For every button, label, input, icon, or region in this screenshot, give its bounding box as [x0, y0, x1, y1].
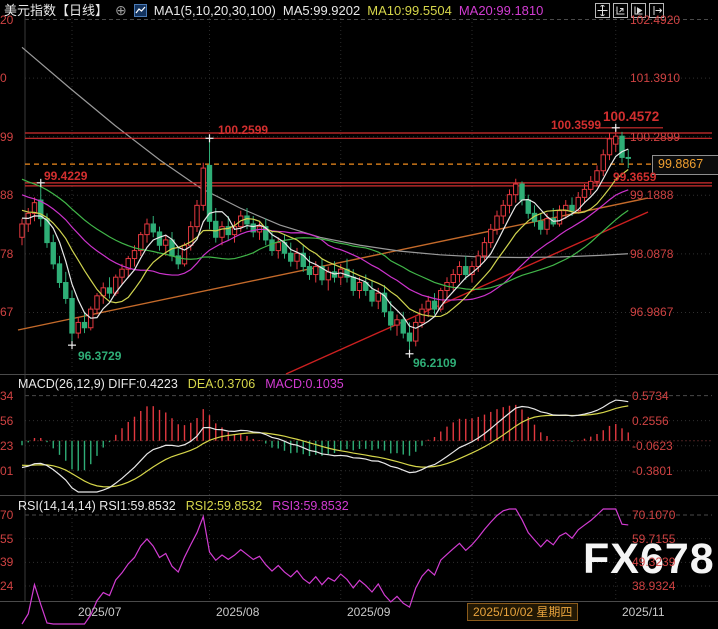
- ma10-value: MA10:99.5504: [367, 2, 452, 18]
- date-axis-label: 2025/07: [78, 605, 122, 619]
- exit-right-icon[interactable]: [649, 3, 664, 18]
- main-axis-tick-fragment: 78: [0, 246, 14, 261]
- price-annotation: 96.3729: [78, 349, 122, 363]
- level-lines: [25, 127, 712, 187]
- main-axis-tick-fragment: 0: [0, 71, 7, 86]
- main-axis-tick-fragment: 88: [0, 188, 14, 203]
- rsi-axis-tick: 38.9324: [632, 579, 676, 594]
- macd-axis-tick: 0.2556: [632, 413, 669, 428]
- macd-axis-tick-fragment: 01: [0, 463, 14, 478]
- rsi-axis-tick: 59.7155: [632, 531, 676, 546]
- macd-value: MACD:0.1035: [265, 377, 344, 391]
- main-axis-tick: 100.2899: [630, 129, 681, 144]
- macd-axis-tick: 0.5734: [632, 388, 669, 403]
- main-axis-tick-fragment: 20: [0, 12, 14, 27]
- main-axis-tick: 99.1888: [630, 188, 674, 203]
- macd-axis-tick-fragment: 34: [0, 388, 14, 403]
- rsi-axis-tick: 49.3239: [632, 555, 676, 570]
- chart-toolbar: [595, 3, 664, 18]
- rsi3-value: RSI3:59.8532: [272, 499, 349, 513]
- ma20-line: [21, 189, 629, 301]
- rsi-line: [21, 508, 629, 625]
- macd-axis-tick: -0.0623: [632, 438, 673, 453]
- chart-header: 美元指数【日线】 ⊕ MA1(5,10,20,30,100) MA5:99.92…: [4, 3, 543, 17]
- macd-header: MACD(26,12,9) DIFF:0.4223 DEA:0.3706 MAC…: [18, 378, 344, 391]
- axis-zoom-icon[interactable]: [613, 3, 628, 18]
- main-axis-tick: 98.0878: [630, 246, 674, 261]
- rsi-axis-tick-fragment: 70: [0, 508, 14, 522]
- candles-layer: [19, 127, 631, 354]
- price-annotation: 96.2109: [413, 356, 457, 370]
- main-axis-tick: 102.4920: [630, 12, 681, 27]
- date-axis-label: 2025/11: [622, 605, 665, 619]
- ma5-value: MA5:99.9202: [282, 2, 361, 18]
- pan-icon[interactable]: [595, 3, 610, 18]
- rsi-layer: [21, 508, 629, 625]
- axis-play-icon[interactable]: [631, 3, 646, 18]
- price-annotation: 99.3659: [613, 170, 657, 184]
- price-annotation: 99.4229: [44, 169, 88, 183]
- overlay-add-icon[interactable]: ⊕: [115, 2, 127, 18]
- rsi-header: RSI(14,14,14) RSI1:59.8532 RSI2:59.8532 …: [18, 500, 349, 513]
- macd-axis-tick-fragment: 23: [0, 438, 14, 453]
- main-axis-tick-fragment: 67: [0, 305, 14, 320]
- dea-line: [21, 405, 629, 488]
- ma30-line: [21, 178, 629, 291]
- rsi1-value: RSI(14,14,14) RSI1:59.8532: [18, 499, 176, 513]
- line-chart-icon[interactable]: [133, 3, 147, 17]
- macd-axis-tick-fragment: 56: [0, 413, 14, 428]
- fx678-watermark: FX678: [583, 535, 715, 583]
- macd-diff-value: MACD(26,12,9) DIFF:0.4223: [18, 377, 178, 391]
- main-axis-tick: 96.9867: [630, 305, 674, 320]
- main-axis-tick: 101.3910: [630, 71, 681, 86]
- main-axis-tick-fragment: 99: [0, 129, 14, 144]
- date-axis-label: 2025/09: [347, 605, 391, 619]
- instrument-title: 美元指数【日线】: [4, 2, 109, 18]
- ma100-line: [21, 46, 629, 259]
- rsi-axis-tick-fragment: 39: [0, 555, 14, 570]
- ma20-value: MA20:99.1810: [458, 2, 544, 18]
- rsi-axis-tick-fragment: 24: [0, 579, 14, 594]
- swing-markers: [36, 123, 620, 358]
- price-annotation: 100.4572: [603, 109, 660, 124]
- ma5-line: [21, 148, 629, 329]
- diff-line: [21, 399, 629, 493]
- macd-dea-value: DEA:0.3706: [187, 377, 256, 391]
- date-axis-label: 2025/08: [216, 605, 260, 619]
- ma10-line: [21, 169, 629, 318]
- selected-date-box: 2025/10/02 星期四: [467, 603, 579, 621]
- rsi-axis-tick: 70.1070: [632, 508, 676, 522]
- price-annotation: 100.2599: [218, 123, 269, 137]
- macd-axis-tick: -0.3801: [632, 463, 673, 478]
- last-price-tag: 99.8867: [652, 155, 718, 176]
- macd-layer: [21, 399, 629, 493]
- price-annotation: 100.3599: [551, 118, 602, 132]
- rsi2-value: RSI2:59.8532: [185, 499, 263, 513]
- rsi-axis-tick-fragment: 55: [0, 531, 14, 546]
- ma-settings-label: MA1(5,10,20,30,100): [153, 2, 276, 18]
